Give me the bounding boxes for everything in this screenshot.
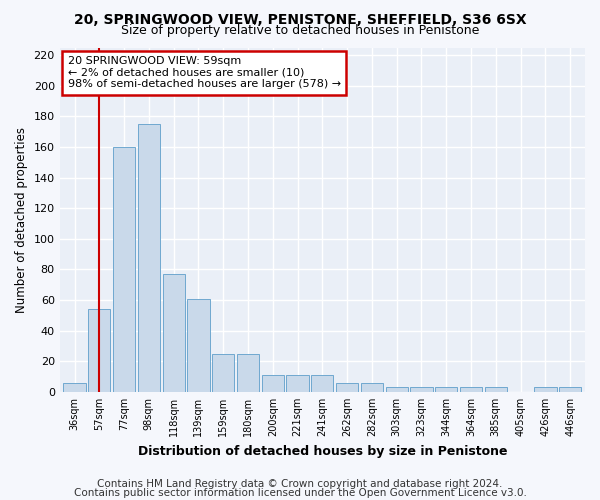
Bar — [361, 382, 383, 392]
Text: Size of property relative to detached houses in Penistone: Size of property relative to detached ho… — [121, 24, 479, 37]
Bar — [435, 388, 457, 392]
Bar — [187, 298, 209, 392]
Bar — [460, 388, 482, 392]
Bar — [386, 388, 408, 392]
Bar — [113, 147, 135, 392]
Bar — [559, 388, 581, 392]
Bar — [534, 388, 557, 392]
Y-axis label: Number of detached properties: Number of detached properties — [15, 126, 28, 312]
Text: 20 SPRINGWOOD VIEW: 59sqm
← 2% of detached houses are smaller (10)
98% of semi-d: 20 SPRINGWOOD VIEW: 59sqm ← 2% of detach… — [68, 56, 341, 90]
Bar — [88, 310, 110, 392]
Bar — [410, 388, 433, 392]
Bar — [163, 274, 185, 392]
Bar — [64, 382, 86, 392]
Bar — [262, 375, 284, 392]
Text: Contains HM Land Registry data © Crown copyright and database right 2024.: Contains HM Land Registry data © Crown c… — [97, 479, 503, 489]
X-axis label: Distribution of detached houses by size in Penistone: Distribution of detached houses by size … — [137, 444, 507, 458]
Text: 20, SPRINGWOOD VIEW, PENISTONE, SHEFFIELD, S36 6SX: 20, SPRINGWOOD VIEW, PENISTONE, SHEFFIEL… — [74, 12, 526, 26]
Bar — [311, 375, 334, 392]
Bar — [212, 354, 235, 392]
Bar — [138, 124, 160, 392]
Bar — [336, 382, 358, 392]
Bar — [237, 354, 259, 392]
Bar — [286, 375, 309, 392]
Bar — [485, 388, 507, 392]
Text: Contains public sector information licensed under the Open Government Licence v3: Contains public sector information licen… — [74, 488, 526, 498]
